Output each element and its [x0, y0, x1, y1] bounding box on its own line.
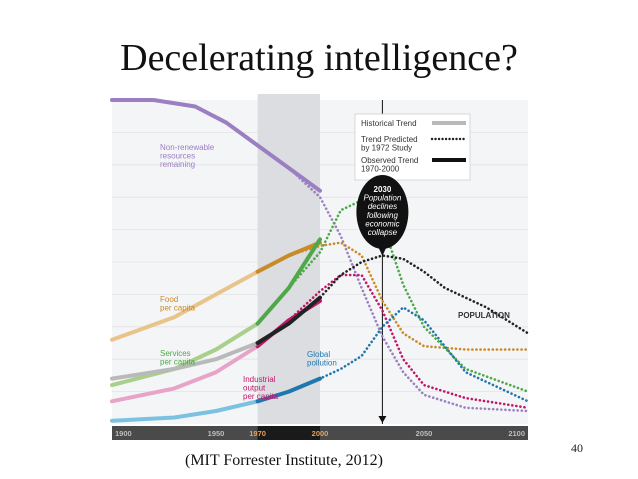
- x-tick-label: 2050: [416, 429, 433, 438]
- annotation-bubble: [356, 175, 409, 249]
- legend-label: Trend Predicted: [361, 135, 418, 144]
- legend-label: 1970-2000: [361, 165, 400, 174]
- series-historical-industrial: [110, 344, 260, 404]
- page-number: 40: [571, 441, 583, 455]
- series-observed-food: [255, 240, 322, 274]
- x-axis-highlight: [257, 426, 320, 440]
- citation: (MIT Forrester Institute, 2012): [185, 452, 383, 469]
- x-tick-label: 1950: [208, 429, 225, 438]
- series-historical-services: [110, 321, 260, 388]
- annotation-text: collapse: [368, 228, 398, 237]
- legend-label: Historical Trend: [361, 119, 417, 128]
- series-label-nonrenewable: remaining: [160, 160, 195, 169]
- series-observed-nonrenewable: [255, 143, 322, 193]
- series-historical-food: [110, 269, 260, 342]
- series-label-industrial: per capita: [243, 392, 279, 401]
- annotation-text: 2030: [374, 185, 392, 194]
- series-label-population: POPULATION: [458, 311, 510, 320]
- series-label-industrial: Industrial: [243, 375, 276, 384]
- x-tick-label: 1900: [115, 429, 132, 438]
- x-tick-label: 2000: [312, 429, 329, 438]
- annotation-text: declines: [368, 202, 397, 211]
- series-label-pollution: Global: [307, 350, 330, 359]
- x-tick-label: 2100: [508, 429, 525, 438]
- series-label-pollution: pollution: [307, 359, 337, 368]
- legend-label: by 1972 Study: [361, 144, 412, 153]
- series-observed-services: [255, 237, 322, 326]
- annotation-text: economic: [365, 219, 399, 228]
- series-observed-population: [255, 295, 322, 345]
- annotation-text: following: [367, 211, 399, 220]
- series-label-food: per capita: [160, 304, 196, 313]
- series-label-industrial: output: [243, 384, 266, 393]
- series-predicted-nonrenewable: [256, 144, 530, 413]
- series-label-services: Services: [160, 349, 191, 358]
- series-historical-pollution: [110, 399, 260, 423]
- series-observed-pollution: [255, 376, 322, 404]
- series-historical-population: [110, 341, 260, 381]
- marker-arrow: [378, 416, 387, 423]
- series-historical-nonrenewable: [110, 98, 260, 148]
- series-label-nonrenewable: resources: [160, 152, 195, 161]
- legend-label: Observed Trend: [361, 156, 418, 165]
- series-label-services: per capita: [160, 358, 196, 367]
- series-predicted-industrial: [256, 273, 530, 410]
- series-label-food: Food: [160, 295, 178, 304]
- x-tick-label: 1970: [249, 429, 266, 438]
- slide-title: Decelerating intelligence?: [120, 37, 518, 79]
- annotation-text: Population: [363, 194, 401, 203]
- series-label-nonrenewable: Non-renewable: [160, 143, 215, 152]
- series-predicted-population: [256, 254, 530, 345]
